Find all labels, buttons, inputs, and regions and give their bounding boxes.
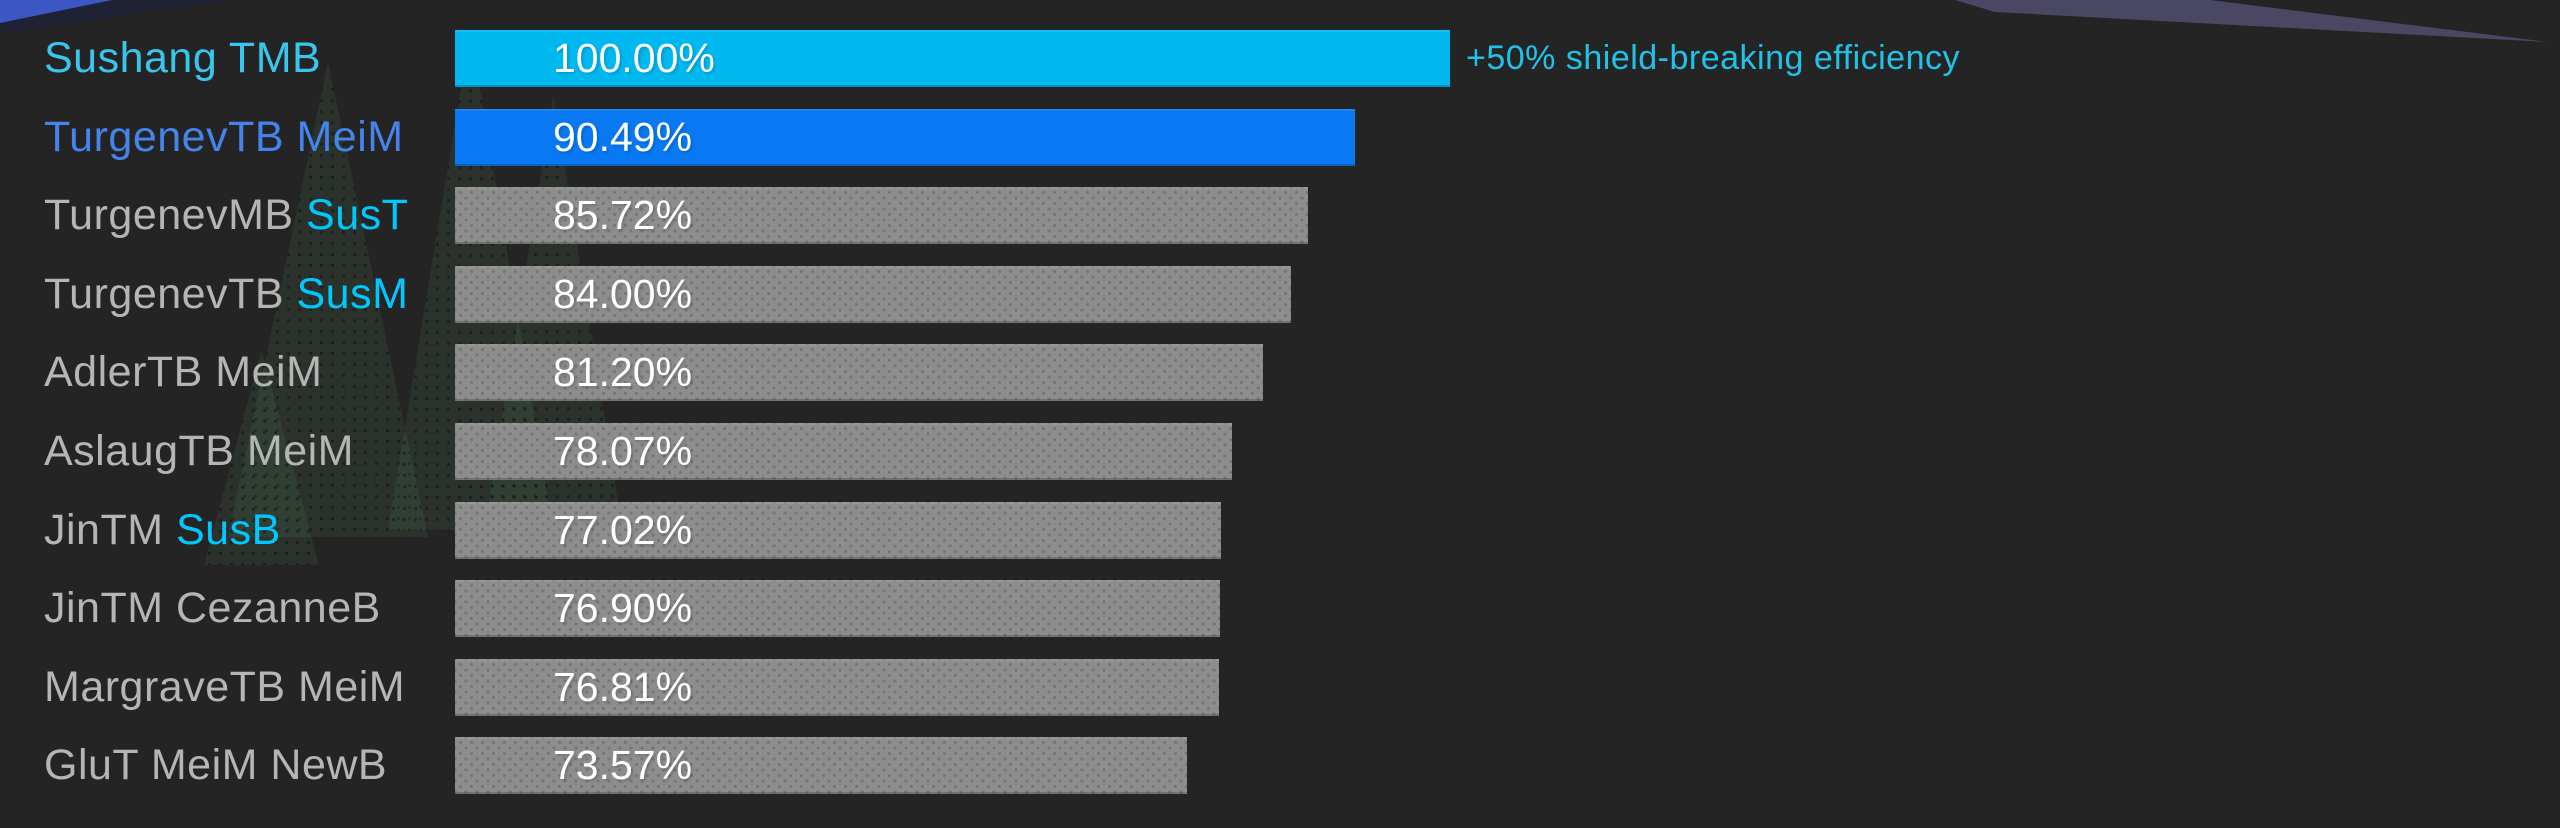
bar-track: 78.07% xyxy=(455,422,1450,480)
top-left-corner-wedge-shadow xyxy=(0,0,230,34)
bar-chart: Sushang TMB 100.00% TurgenevTB MeiM 90.4… xyxy=(0,30,2560,816)
row-label-part: Sushang TMB xyxy=(44,34,322,82)
row-label-part: GluT MeiM NewB xyxy=(44,741,388,790)
row-label-part: AslaugTB MeiM xyxy=(44,426,354,475)
row-label-part: TurgenevTB xyxy=(44,269,297,318)
bar-value-label: 84.00% xyxy=(553,270,693,317)
bar: 77.02% xyxy=(455,501,1222,559)
chart-row: AslaugTB MeiM 78.07% xyxy=(0,422,2560,480)
row-label-part: TurgenevMB xyxy=(44,191,307,240)
bar-track: 76.90% xyxy=(455,580,1450,638)
bar: 73.57% xyxy=(455,737,1188,795)
bar-track: 85.72% xyxy=(455,187,1450,245)
row-label-part: SusT xyxy=(306,191,409,240)
row-label-part: AdlerTB MeiM xyxy=(44,348,323,397)
bar-value-label: 85.72% xyxy=(553,192,693,239)
chart-row: MargraveTB MeiM 76.81% xyxy=(0,658,2560,716)
chart-row: TurgenevMB SusT 85.72% xyxy=(0,187,2560,245)
bar-track: 77.02% xyxy=(455,501,1450,559)
bar-track: 76.81% xyxy=(455,658,1450,716)
row-label-part: SusB xyxy=(176,505,281,554)
row-label: MargraveTB MeiM xyxy=(44,659,405,716)
bar-value-label: 78.07% xyxy=(553,427,693,474)
chart-row: Sushang TMB 100.00% xyxy=(0,30,2560,87)
row-label-part: JinTM xyxy=(44,505,176,554)
row-label: AdlerTB MeiM xyxy=(44,344,322,401)
row-label-part: JinTM CezanneB xyxy=(44,584,381,633)
chart-row: AdlerTB MeiM 81.20% xyxy=(0,344,2560,402)
row-label: AslaugTB MeiM xyxy=(44,423,354,480)
row-label: TurgenevTB MeiM xyxy=(44,109,404,166)
bar-track: 81.20% xyxy=(455,344,1450,402)
bar-track: 90.49% xyxy=(455,108,1450,166)
row-label: Sushang TMB xyxy=(44,30,321,87)
bar-track: 84.00% xyxy=(455,265,1450,323)
row-label-part: TurgenevTB MeiM xyxy=(44,112,404,161)
bar: 85.72% xyxy=(455,187,1308,245)
row-label: TurgenevTB SusM xyxy=(44,266,408,323)
bar: 90.49% xyxy=(455,108,1356,166)
bar: 78.07% xyxy=(455,422,1232,480)
bar: 76.90% xyxy=(455,580,1221,638)
chart-row: JinTM SusB 77.02% xyxy=(0,501,2560,559)
bar-value-label: 77.02% xyxy=(553,506,693,553)
chart-row: JinTM CezanneB 76.90% xyxy=(0,580,2560,638)
bar: 81.20% xyxy=(455,344,1263,402)
row-label: JinTM SusB xyxy=(44,502,281,559)
chart-row: TurgenevTB SusM 84.00% xyxy=(0,265,2560,323)
row-label: JinTM CezanneB xyxy=(44,580,381,637)
chart-row: TurgenevTB MeiM 90.49% xyxy=(0,108,2560,166)
annotation-text: +50% shield-breaking efficiency xyxy=(1466,39,1960,77)
row-label: TurgenevMB SusT xyxy=(44,187,408,244)
row-label: GluT MeiM NewB xyxy=(44,737,387,794)
row-label-part: SusM xyxy=(296,269,409,318)
bar: 100.00% xyxy=(455,30,1450,87)
chart-row: GluT MeiM NewB 73.57% xyxy=(0,737,2560,795)
bar-value-label: 76.81% xyxy=(553,663,693,710)
row-label-part: MargraveTB MeiM xyxy=(44,662,406,711)
bar: 76.81% xyxy=(455,658,1220,716)
bar-value-label: 73.57% xyxy=(553,742,693,789)
top-left-corner-wedge xyxy=(0,0,112,23)
bar-value-label: 76.90% xyxy=(553,585,693,632)
bar: 84.00% xyxy=(455,265,1291,323)
bar-value-label: 100.00% xyxy=(553,35,715,81)
bar-value-label: 81.20% xyxy=(553,349,693,396)
bar-track: 100.00% xyxy=(455,30,1450,87)
bar-value-label: 90.49% xyxy=(553,113,693,160)
bar-track: 73.57% xyxy=(455,737,1450,795)
